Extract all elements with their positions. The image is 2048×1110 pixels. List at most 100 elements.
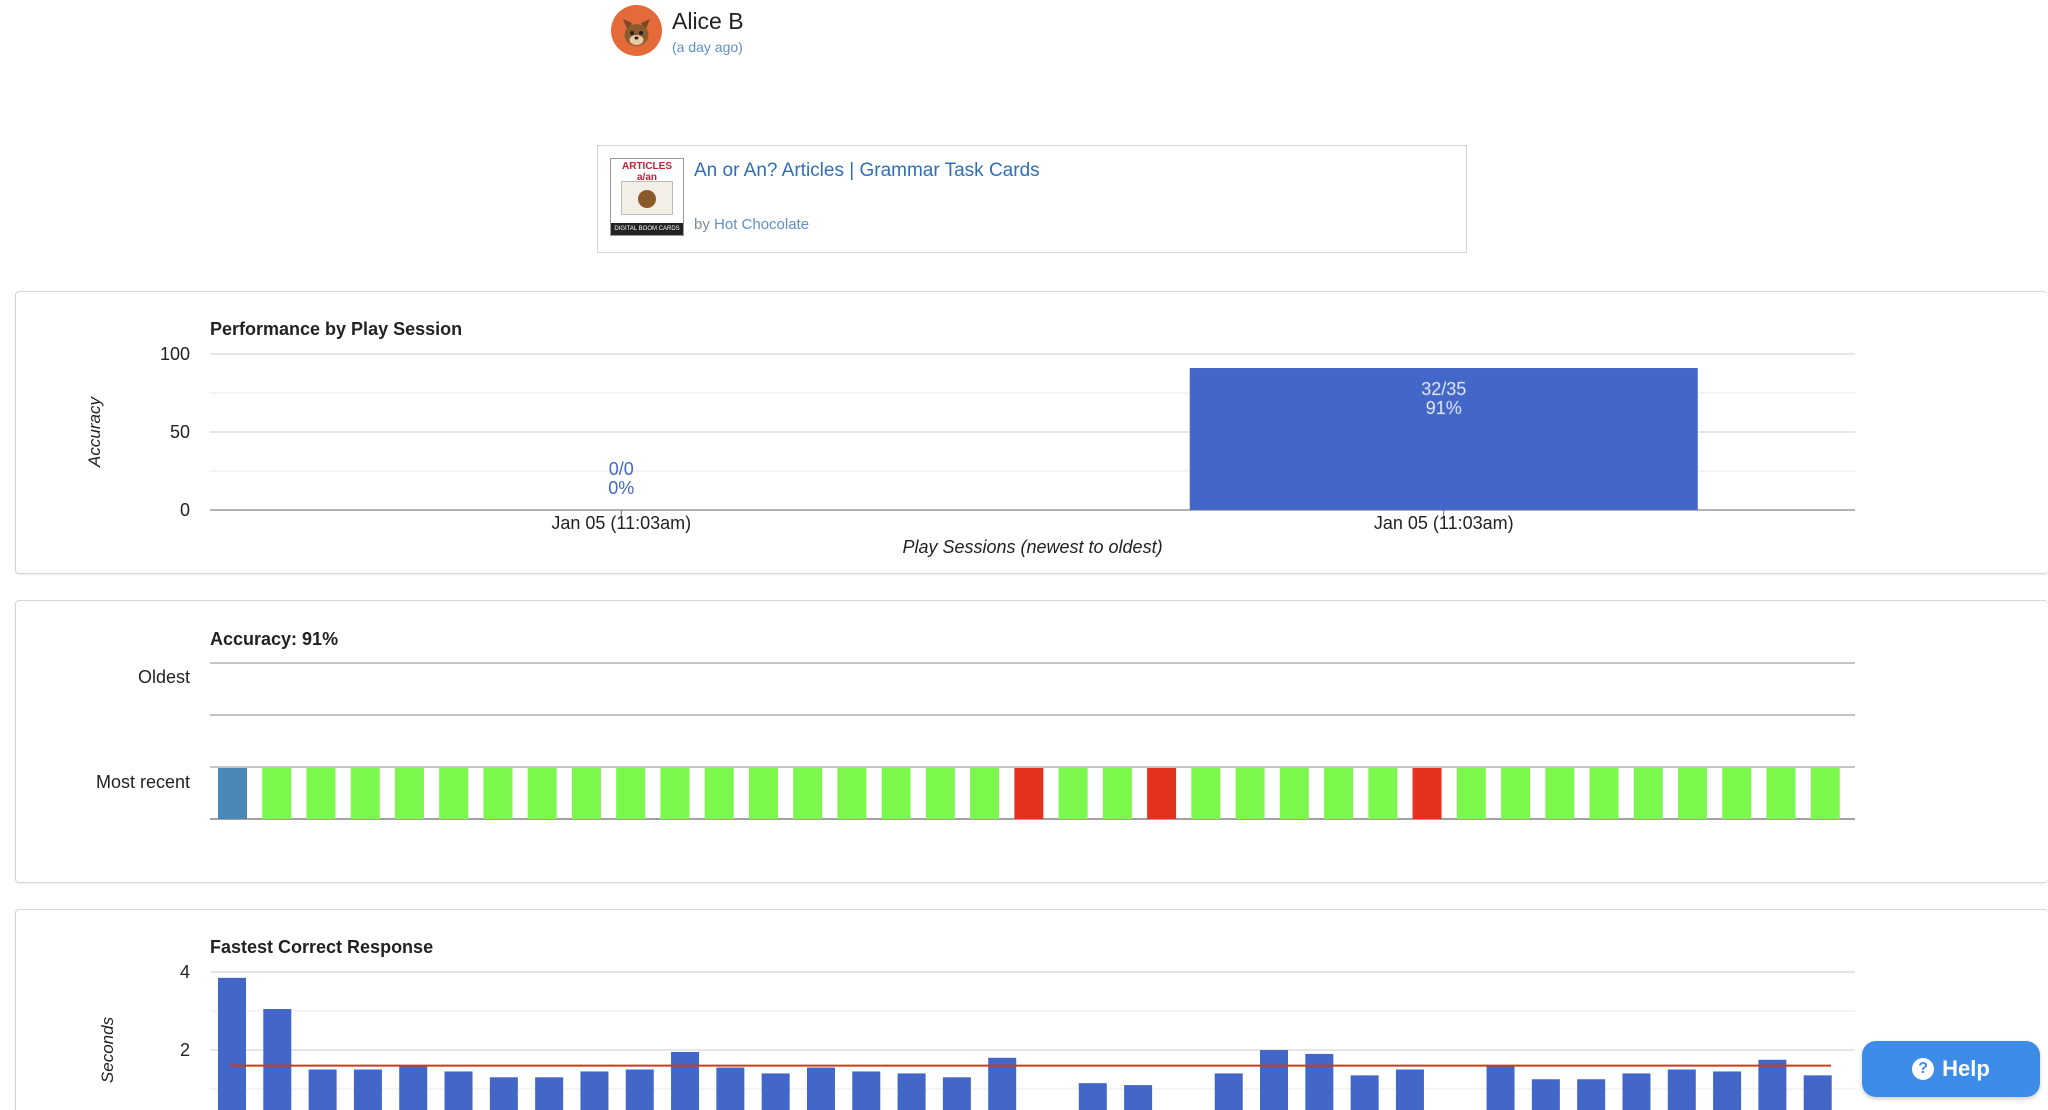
correct-cell [306, 768, 336, 819]
correct-cell [793, 768, 823, 819]
bar [625, 1069, 654, 1110]
activity-card[interactable]: ARTICLES a/an DIGITAL BOOM CARDS An or A… [597, 145, 1467, 253]
bar [1803, 1075, 1832, 1110]
question-icon: ? [1912, 1058, 1935, 1080]
thumb-picture [621, 181, 673, 215]
accuracy-grid: Oldest Most recent [96, 662, 1855, 820]
bar [535, 1077, 564, 1110]
correct-cell [483, 768, 513, 819]
thumb-heading: ARTICLES a/an [622, 161, 672, 183]
bar [1486, 1065, 1515, 1110]
correct-cell [1324, 768, 1354, 819]
performance-panel: Performance by Play Session 100 50 0 Accura… [15, 291, 2048, 574]
activity-title[interactable]: An or An? Articles | Grammar Task Cards [694, 160, 1040, 181]
thumb-footer: DIGITAL BOOM CARDS [611, 223, 683, 235]
incorrect-cell [1014, 768, 1044, 819]
y-axis-label: Seconds [98, 1016, 117, 1083]
x-axis-label: Play Sessions (newest to oldest) [902, 537, 1162, 557]
bar [1350, 1075, 1379, 1110]
correct-cell [350, 768, 380, 819]
bar [716, 1067, 745, 1110]
x-tick-label: Jan 05 (11:03am) [551, 513, 691, 533]
bar [399, 1065, 428, 1110]
user-name[interactable]: Alice B [672, 8, 744, 34]
correct-cell [1191, 768, 1221, 819]
correct-cell [748, 768, 778, 819]
correct-cell [1368, 768, 1398, 819]
bar [1667, 1069, 1696, 1110]
bar [942, 1077, 971, 1110]
correct-cell [1589, 768, 1619, 819]
response-time-chart: 4 2 Seconds [98, 962, 1855, 1110]
row-label: Oldest [138, 667, 190, 687]
correct-cell [218, 768, 247, 819]
correct-cell [925, 768, 955, 819]
data-label: 91% [1426, 398, 1462, 418]
performance-chart: 100 50 0 Accuracy Play Sessions (newest to o… [85, 344, 1855, 557]
accuracy-panel: Accuracy: 91% Oldest Most recent [15, 600, 2048, 883]
bar [1305, 1053, 1334, 1110]
bar [1713, 1071, 1742, 1110]
bar [671, 1051, 700, 1110]
correct-cell [704, 768, 734, 819]
correct-cell [1102, 768, 1132, 819]
activity-thumbnail[interactable]: ARTICLES a/an DIGITAL BOOM CARDS [610, 158, 684, 236]
correct-cell [1235, 768, 1265, 819]
bar [1531, 1079, 1560, 1110]
bar [353, 1069, 382, 1110]
bar [897, 1073, 926, 1110]
data-label: 32/35 [1421, 379, 1466, 399]
correct-cell [1058, 768, 1088, 819]
chart-title: Fastest Correct Response [210, 937, 434, 957]
bar [1577, 1079, 1606, 1110]
bar [1078, 1083, 1107, 1110]
bar [852, 1071, 881, 1110]
correct-cell [439, 768, 469, 819]
bar [580, 1071, 609, 1110]
correct-cell [881, 768, 911, 819]
bar [444, 1071, 473, 1110]
y-tick-label: 4 [180, 962, 190, 982]
incorrect-cell [1412, 768, 1442, 819]
bar [218, 977, 246, 1110]
author-link[interactable]: Hot Chocolate [714, 216, 810, 233]
correct-cell [527, 768, 557, 819]
bar [1622, 1073, 1651, 1110]
bar [308, 1069, 337, 1110]
row-label: Most recent [96, 772, 190, 792]
bar [263, 1009, 292, 1110]
correct-cell [394, 768, 424, 819]
author-prefix: by [694, 216, 710, 233]
correct-cell [1766, 768, 1796, 819]
data-label: 0/0 [609, 459, 634, 479]
incorrect-cell [1147, 768, 1177, 819]
y-tick-label: 50 [170, 422, 190, 442]
help-label: Help [1942, 1056, 1990, 1081]
bar [761, 1073, 790, 1110]
correct-cell [1545, 768, 1575, 819]
response-time-panel: Fastest Correct Response 4 2 Seconds [15, 909, 2048, 1110]
chart-title: Accuracy: 91% [210, 629, 339, 649]
y-tick-label: 0 [180, 500, 190, 520]
bar [1214, 1073, 1243, 1110]
correct-cell [1678, 768, 1708, 819]
correct-cell [571, 768, 601, 819]
correct-cell [1501, 768, 1531, 819]
correct-cell [1633, 768, 1663, 819]
bar [1260, 1050, 1289, 1110]
correct-cell [837, 768, 867, 819]
y-tick-label: 100 [160, 344, 190, 364]
correct-cell [262, 768, 292, 819]
fox-avatar-icon [611, 5, 662, 56]
correct-cell [1810, 768, 1840, 819]
correct-cell [616, 768, 646, 819]
bar [489, 1077, 518, 1110]
correct-cell [1456, 768, 1486, 819]
correct-cell [970, 768, 1000, 819]
bar [1395, 1069, 1424, 1110]
x-tick-label: Jan 05 (11:03am) [1374, 513, 1514, 533]
data-label: 0% [608, 478, 634, 498]
bar [806, 1067, 835, 1110]
bar [1189, 368, 1698, 510]
help-button[interactable]: ? Help [1862, 1041, 2040, 1097]
